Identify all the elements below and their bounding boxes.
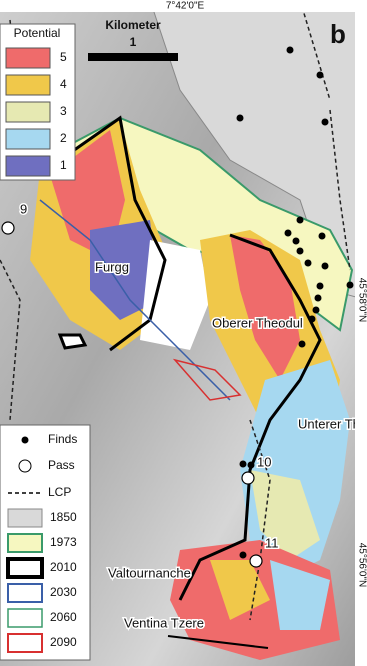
place-label: Oberer Theodul bbox=[212, 315, 303, 330]
potential-swatch bbox=[5, 155, 51, 177]
panel-label: b bbox=[330, 19, 346, 49]
year-swatch bbox=[7, 508, 43, 528]
place-label: Unterer Theodul bbox=[298, 416, 367, 431]
pass-symbol bbox=[18, 459, 32, 473]
pass-label: 11 bbox=[265, 535, 279, 550]
year-label: 2090 bbox=[50, 635, 77, 649]
year-legend: 1850 1973 2010 2030 2060 2090 bbox=[6, 508, 77, 653]
year-swatch bbox=[7, 608, 43, 628]
pass-label: 9 bbox=[20, 201, 27, 216]
potential-class: 1 bbox=[60, 158, 67, 172]
potential-swatch bbox=[5, 101, 51, 123]
right-margin bbox=[355, 12, 367, 666]
pass-label: 10 bbox=[257, 454, 271, 469]
year-swatch bbox=[6, 557, 44, 579]
place-label: Furgg bbox=[95, 259, 129, 274]
passes bbox=[1, 221, 263, 568]
year-swatch bbox=[7, 583, 43, 603]
potential-legend: 5 4 3 2 1 bbox=[5, 47, 67, 177]
year-label: 1850 bbox=[50, 510, 77, 524]
finds-symbol bbox=[21, 436, 29, 444]
potential-swatch bbox=[5, 74, 51, 96]
potential-3-area bbox=[250, 470, 320, 560]
potential-class: 3 bbox=[60, 104, 67, 118]
year-swatch bbox=[7, 633, 43, 653]
potential-class: 4 bbox=[60, 77, 67, 91]
year-label: 2060 bbox=[50, 610, 77, 624]
potential-swatch bbox=[5, 47, 51, 69]
legend-label: Finds bbox=[48, 432, 77, 446]
year-label: 2030 bbox=[50, 585, 77, 599]
top-coordinate: 7°42'0"E bbox=[166, 1, 205, 12]
right-coordinate: 45°56'0"N bbox=[356, 543, 367, 588]
line-marker bbox=[167, 635, 269, 649]
glacier-2010-patch bbox=[57, 333, 88, 350]
glacier-2010-outline bbox=[59, 115, 167, 352]
scale-title: Kilometer bbox=[105, 18, 161, 32]
year-label: 2010 bbox=[50, 560, 77, 574]
potential-4-area-3 bbox=[210, 560, 270, 620]
right-coordinate: 45°58'0"N bbox=[356, 278, 367, 323]
glacier-2090-outline bbox=[172, 358, 242, 401]
place-label: Valtournanche bbox=[108, 565, 191, 580]
scale-bar bbox=[88, 53, 178, 61]
place-label: Ventina Tzere bbox=[124, 615, 204, 630]
ice-area bbox=[140, 240, 210, 350]
potential-class: 5 bbox=[60, 50, 67, 64]
glacier-2010-outline-2 bbox=[178, 233, 322, 601]
finds bbox=[236, 46, 354, 559]
potential-2-area-2 bbox=[270, 560, 330, 630]
legend-label: LCP bbox=[48, 485, 71, 499]
legend-label: Pass bbox=[48, 458, 75, 472]
scale-value: 1 bbox=[130, 35, 137, 49]
year-swatch bbox=[7, 533, 43, 553]
year-label: 1973 bbox=[50, 535, 77, 549]
glacier-2030-outline bbox=[39, 199, 231, 401]
potential-class: 2 bbox=[60, 131, 67, 145]
potential-1-area bbox=[90, 220, 160, 320]
potential-swatch bbox=[5, 128, 51, 150]
top-margin bbox=[0, 0, 367, 12]
potential-legend-title: Potential bbox=[14, 26, 61, 40]
